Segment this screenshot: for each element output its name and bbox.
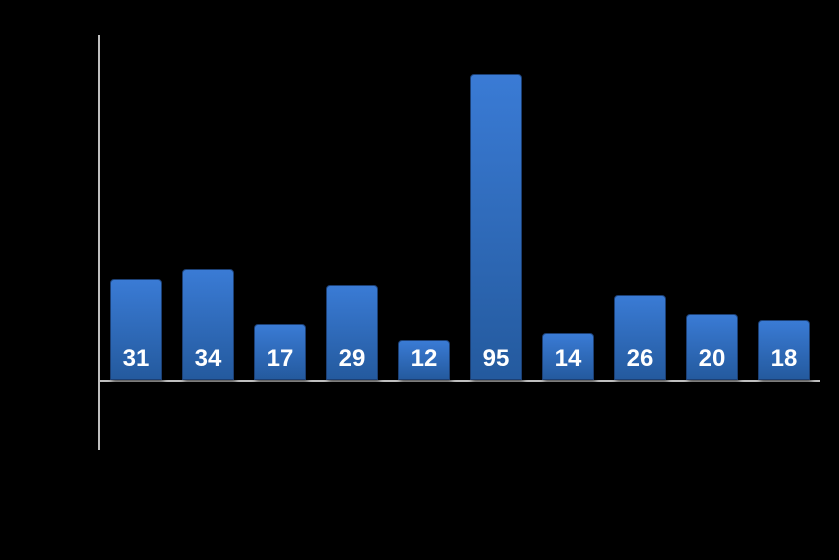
bar: 18: [758, 320, 810, 380]
bar: 34: [182, 269, 234, 380]
bar: 17: [254, 324, 306, 380]
bar-value-label: 31: [111, 345, 161, 373]
bar: 29: [326, 285, 378, 380]
bar-value-label: 20: [687, 345, 737, 373]
bar-value-label: 14: [543, 345, 593, 373]
bar: 95: [470, 74, 522, 380]
bar: 20: [686, 314, 738, 380]
bar-value-label: 18: [759, 345, 809, 373]
bar: 26: [614, 295, 666, 380]
bar-value-label: 29: [327, 345, 377, 373]
bar: 12: [398, 340, 450, 380]
bar-chart: 31 34 17 29 12 95 14 26 20 18: [0, 0, 839, 560]
bar-value-label: 12: [399, 345, 449, 373]
bar-value-label: 95: [471, 345, 521, 373]
bar: 14: [542, 333, 594, 380]
bar-value-label: 34: [183, 345, 233, 373]
bar-value-label: 26: [615, 345, 665, 373]
bar: 31: [110, 279, 162, 380]
bar-value-label: 17: [255, 345, 305, 373]
x-axis: [100, 380, 820, 382]
bars-container: 31 34 17 29 12 95 14 26 20 18: [0, 0, 839, 380]
